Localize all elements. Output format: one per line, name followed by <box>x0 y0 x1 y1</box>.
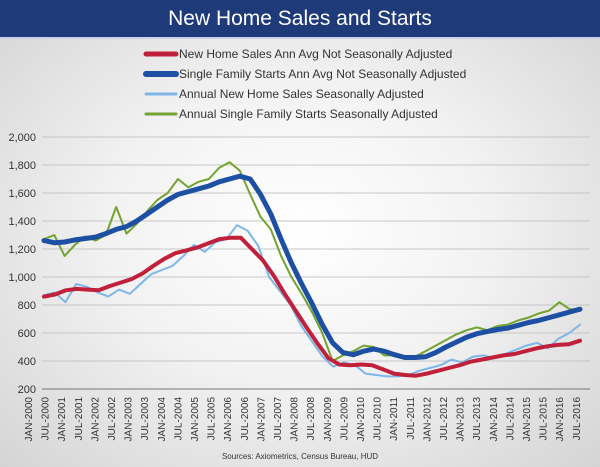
x-tick-label: JAN-2013 <box>456 397 467 442</box>
plot-background <box>0 39 600 467</box>
x-tick-label: JUL-2005 <box>207 397 218 441</box>
x-tick-label: JAN-2005 <box>190 397 201 442</box>
y-tick-label: 1,000 <box>8 272 36 284</box>
x-tick-label: JAN-2007 <box>256 397 267 442</box>
x-tick-label: JAN-2016 <box>555 397 566 442</box>
y-tick-label: 1,800 <box>8 160 36 172</box>
x-tick-label: JAN-2001 <box>57 397 68 442</box>
x-tick-label: JAN-2004 <box>157 397 168 442</box>
x-tick-label: JUL-2011 <box>406 397 417 440</box>
series-line-starts-nsa <box>41 173 583 360</box>
x-tick-label: JUL-2004 <box>173 397 184 441</box>
source-note: Sources: Axiometrics, Census Bureau, HUD <box>222 452 378 461</box>
x-tick-label: JAN-2012 <box>422 397 433 442</box>
x-tick-label: JUL-2008 <box>306 397 317 441</box>
y-tick-label: 1,200 <box>8 244 36 256</box>
chart-title: New Home Sales and Starts <box>168 6 432 30</box>
x-tick-label: JUL-2003 <box>140 397 151 441</box>
x-tick-label: JUL-2001 <box>74 397 85 441</box>
x-tick-label: JAN-2003 <box>124 397 135 442</box>
y-tick-label: 2,000 <box>8 132 36 144</box>
legend-item-sales-sa: Annual New Home Sales Seasonally Adjuste… <box>179 87 424 101</box>
x-tick-label: JUL-2013 <box>472 397 483 441</box>
legend-item-starts-nsa: Single Family Starts Ann Avg Not Seasona… <box>179 67 466 81</box>
x-tick-label: JAN-2011 <box>389 397 400 441</box>
x-tick-label: JUL-2010 <box>373 397 384 441</box>
y-tick-label: 200 <box>18 384 36 396</box>
x-tick-label: JAN-2009 <box>323 397 334 442</box>
y-tick-label: 1,600 <box>8 188 36 200</box>
x-tick-label: JUL-2016 <box>572 397 583 441</box>
x-tick-label: JAN-2008 <box>290 397 301 442</box>
series-line-sales-nsa <box>42 235 582 378</box>
x-tick-label: JAN-2002 <box>90 397 101 442</box>
x-tick-label: JUL-2002 <box>107 397 118 441</box>
y-tick-label: 800 <box>18 300 36 312</box>
x-tick-label: JAN-2006 <box>223 397 234 442</box>
x-tick-label: JAN-2010 <box>356 397 367 442</box>
x-tick-label: JUL-2012 <box>439 397 450 441</box>
x-tick-label: JUL-2014 <box>505 397 516 441</box>
y-tick-label: 1,400 <box>8 216 36 228</box>
y-tick-label: 400 <box>18 356 36 368</box>
x-tick-label: JUL-2015 <box>539 397 550 441</box>
y-tick-label: 600 <box>18 328 36 340</box>
legend-item-sales-nsa: New Home Sales Ann Avg Not Seasonally Ad… <box>179 47 452 61</box>
x-tick-label: JUL-2000 <box>41 397 52 441</box>
x-tick-label: JUL-2006 <box>240 397 251 441</box>
x-tick-label: JAN-2014 <box>489 397 500 442</box>
x-tick-label: JUL-2007 <box>273 397 284 441</box>
x-tick-label: JAN-2015 <box>522 397 533 442</box>
x-tick-label: JAN-2000 <box>24 397 35 442</box>
legend-item-starts-sa: Annual Single Family Starts Seasonally A… <box>179 107 438 121</box>
x-tick-label: JUL-2009 <box>339 397 350 441</box>
title-bar: New Home Sales and Starts <box>0 0 600 39</box>
